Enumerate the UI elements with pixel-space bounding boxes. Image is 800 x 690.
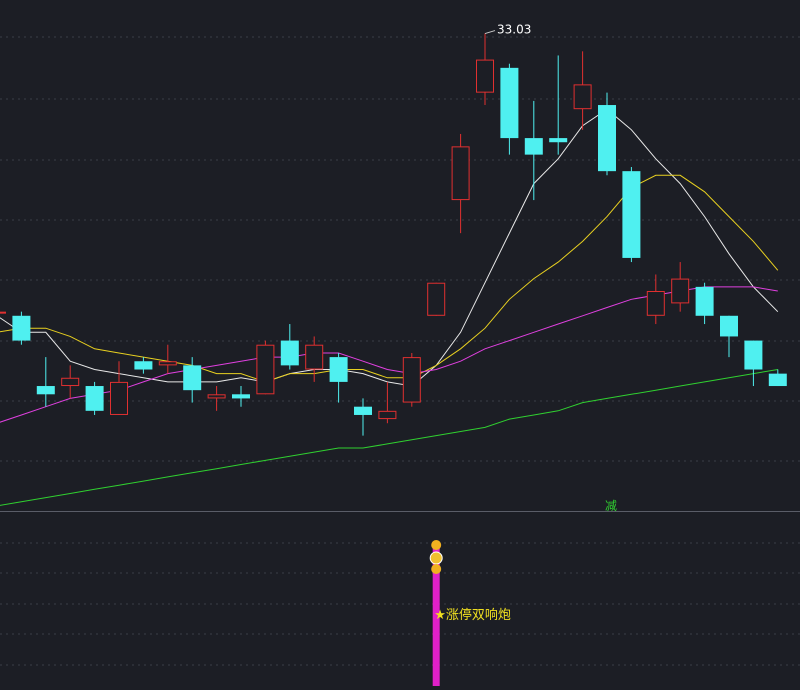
candle-body-down xyxy=(622,171,641,258)
moving-average-line xyxy=(0,174,779,383)
signal-text-label: ★涨停双响炮 xyxy=(434,607,511,623)
candle-body-up xyxy=(378,410,397,420)
candle-body-down xyxy=(500,67,519,139)
candle-body-up xyxy=(61,377,80,387)
candle-body-down xyxy=(549,138,568,143)
candle-body-up xyxy=(646,290,665,316)
candle-body-down xyxy=(134,361,153,370)
candle-body-down xyxy=(85,386,104,411)
candle-body-down xyxy=(354,406,372,415)
candle-body-up xyxy=(671,278,690,304)
candle-body-up xyxy=(110,381,128,415)
candle-body-down xyxy=(598,105,616,172)
moving-average-line xyxy=(0,108,779,387)
moving-average-line xyxy=(0,369,778,506)
candle-body-up xyxy=(427,282,446,316)
candle-body-up xyxy=(0,311,6,314)
candle-body-up xyxy=(305,344,324,370)
candle-body-down xyxy=(232,394,250,399)
candle-body-down xyxy=(524,138,543,155)
candle-body-down xyxy=(329,357,348,382)
candle-body-up xyxy=(476,59,494,93)
candle-body-up xyxy=(402,357,421,403)
money-bag-icon xyxy=(431,540,442,550)
candle-body-down xyxy=(12,315,31,341)
candle-body-up xyxy=(207,394,226,399)
reduce-marker-label: 减 xyxy=(605,499,617,513)
candle-body-up xyxy=(158,361,177,366)
candle-body-down xyxy=(183,365,202,391)
money-coin-icon xyxy=(429,551,443,565)
candle-body-up xyxy=(573,84,592,110)
candle-body-up xyxy=(256,344,275,395)
candle-body-up xyxy=(451,146,470,201)
candle-body-down xyxy=(768,373,787,387)
signal-bar xyxy=(432,548,440,686)
peak-pointer xyxy=(484,30,496,35)
candle-body-down xyxy=(36,386,55,395)
candle-body-down xyxy=(695,286,714,316)
candle-body-down xyxy=(280,340,299,366)
candle-body-down xyxy=(720,315,738,337)
money-coin-icon xyxy=(431,564,442,574)
peak-price-label: 33.03 xyxy=(497,23,531,37)
candle-body-down xyxy=(744,340,763,370)
